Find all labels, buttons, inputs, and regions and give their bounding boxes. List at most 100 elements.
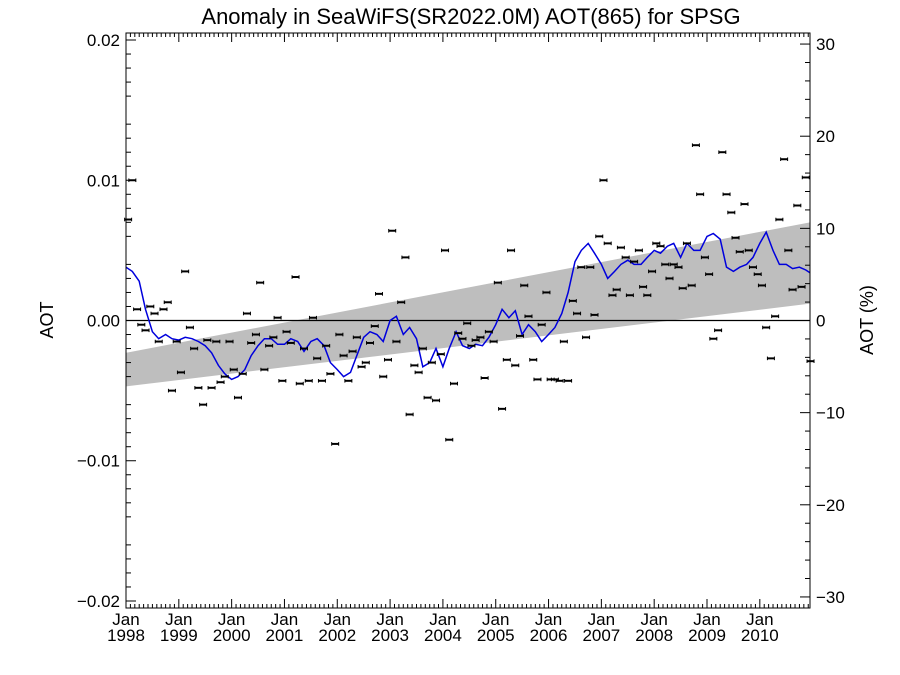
monthly-point	[577, 265, 586, 270]
monthly-point	[150, 311, 159, 316]
monthly-point	[669, 262, 678, 267]
monthly-point	[317, 379, 326, 383]
trend-confidence-band	[126, 222, 810, 387]
monthly-point	[480, 376, 489, 380]
monthly-point	[251, 332, 260, 337]
monthly-point	[595, 234, 604, 239]
monthly-point	[771, 314, 780, 319]
x-tick-label-year: 1998	[107, 626, 145, 645]
monthly-point	[498, 407, 507, 411]
y-tick-label: −0.01	[77, 452, 120, 471]
monthly-point	[450, 381, 459, 386]
x-tick-label-month: Jan	[746, 610, 773, 629]
monthly-point	[242, 311, 251, 316]
monthly-point	[612, 287, 621, 292]
monthly-point	[458, 336, 467, 341]
monthly-point	[484, 329, 493, 334]
x-tick-label-year: 2007	[582, 626, 620, 645]
x-tick-label-year: 2002	[318, 626, 356, 645]
monthly-point	[154, 339, 163, 344]
monthly-point	[172, 339, 181, 344]
monthly-point	[194, 386, 203, 390]
monthly-point	[141, 328, 150, 333]
y-tick-label: −0.02	[77, 592, 120, 611]
x-tick-label-month: Jan	[218, 610, 245, 629]
y-axis-left: 0.02 0.01 0.00 −0.01 −0.02	[77, 31, 136, 611]
monthly-point	[542, 290, 551, 295]
monthly-point	[753, 272, 762, 277]
monthly-point	[247, 341, 256, 345]
monthly-point	[361, 360, 370, 365]
monthly-point	[273, 315, 282, 320]
monthly-point	[476, 335, 485, 340]
y2-tick-label: 10	[816, 219, 835, 238]
monthly-point	[454, 331, 463, 335]
x-tick-label-month: Jan	[324, 610, 351, 629]
monthly-point	[722, 192, 731, 197]
monthly-point	[203, 338, 212, 342]
monthly-point	[366, 341, 375, 345]
x-tick-label-year: 2001	[266, 626, 304, 645]
monthly-point	[216, 380, 225, 385]
monthly-point	[762, 325, 771, 330]
x-tick-label-year: 2005	[477, 626, 515, 645]
monthly-point	[788, 287, 797, 292]
x-tick-label-year: 2009	[688, 626, 726, 645]
monthly-point	[709, 336, 718, 341]
monthly-point	[661, 262, 670, 267]
monthly-point	[344, 379, 353, 383]
monthly-point	[181, 269, 190, 274]
monthly-point	[603, 241, 612, 246]
y2-tick-label: −30	[816, 588, 845, 607]
monthly-point	[639, 285, 648, 289]
monthly-anomaly-points	[124, 143, 815, 446]
monthly-point	[775, 217, 784, 222]
monthly-point	[621, 255, 630, 260]
monthly-point	[401, 255, 410, 260]
monthly-point	[388, 228, 397, 233]
y-tick-label: 0.00	[87, 312, 120, 331]
monthly-point	[524, 314, 533, 319]
monthly-point	[163, 300, 172, 305]
x-tick-label-month: Jan	[165, 610, 192, 629]
y-tick-label: 0.02	[87, 31, 120, 50]
monthly-point	[322, 343, 331, 348]
monthly-point	[696, 192, 705, 197]
monthly-point	[507, 248, 516, 253]
monthly-point	[493, 280, 502, 285]
x-tick-label-year: 2004	[424, 626, 462, 645]
monthly-point	[682, 241, 691, 246]
monthly-point	[308, 315, 317, 320]
monthly-point	[718, 150, 727, 155]
monthly-point	[652, 241, 661, 246]
monthly-point	[233, 395, 242, 400]
monthly-point	[146, 304, 155, 309]
monthly-point	[780, 157, 789, 162]
x-tick-label-month: Jan	[376, 610, 403, 629]
monthly-point	[471, 338, 480, 342]
monthly-point	[740, 202, 749, 206]
monthly-point	[616, 245, 625, 250]
monthly-point	[278, 379, 287, 383]
monthly-point	[137, 322, 146, 327]
monthly-point	[705, 272, 714, 277]
x-tick-label-year: 2003	[371, 626, 409, 645]
monthly-point	[220, 374, 229, 379]
monthly-point	[225, 339, 234, 344]
monthly-point	[793, 203, 802, 208]
x-tick-label-year: 1999	[160, 626, 198, 645]
monthly-point	[423, 395, 432, 400]
monthly-point	[212, 339, 221, 344]
monthly-point	[735, 249, 744, 254]
monthly-point	[379, 374, 388, 379]
chart-title: Anomaly in SeaWiFS(SR2022.0M) AOT(865) f…	[201, 4, 740, 29]
monthly-point	[559, 339, 568, 344]
monthly-point	[801, 175, 810, 180]
y-axis-label: AOT	[37, 301, 57, 338]
monthly-point	[533, 377, 542, 382]
monthly-point	[806, 359, 815, 363]
x-axis: Jan1998Jan1999Jan2000Jan2001Jan2002Jan20…	[107, 33, 809, 645]
monthly-point	[687, 283, 696, 288]
monthly-point	[326, 371, 335, 376]
monthly-point	[573, 311, 582, 316]
